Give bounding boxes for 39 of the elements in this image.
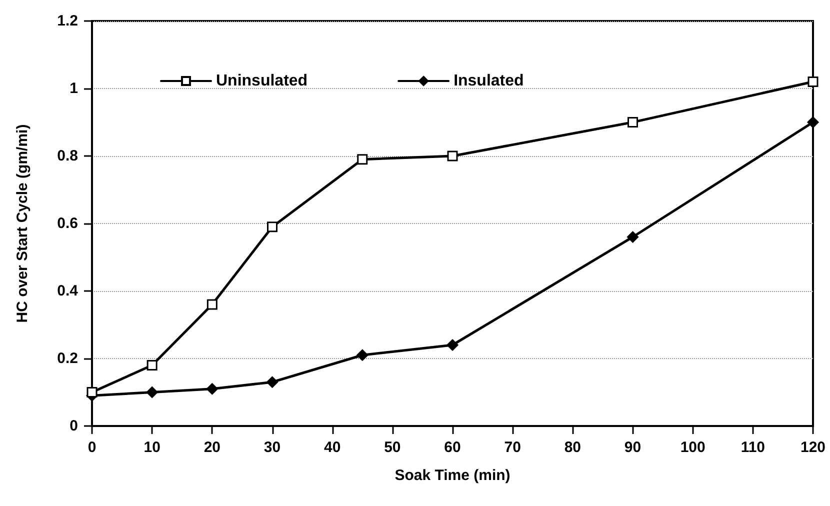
point — [267, 222, 278, 232]
legend-label: Uninsulated — [216, 72, 308, 90]
y-tick-label: 0.8 — [57, 148, 78, 164]
point — [357, 154, 368, 165]
legend-label: Insulated — [454, 72, 524, 90]
x-tick-label: 50 — [384, 439, 401, 456]
x-tick-label: 10 — [144, 439, 160, 456]
x-tick-label: 110 — [740, 439, 766, 456]
x-tick-label: 60 — [444, 439, 461, 456]
point — [808, 76, 818, 87]
x-tick-label: 20 — [204, 439, 221, 456]
point — [146, 386, 158, 398]
x-tick-label: 70 — [504, 439, 521, 456]
point — [627, 231, 638, 243]
y-tick-label: 1.2 — [57, 12, 78, 30]
point — [446, 339, 458, 351]
x-tick-label: 30 — [264, 439, 281, 456]
x-tick-label: 100 — [680, 439, 706, 456]
y-tick-label: 0.6 — [57, 215, 78, 232]
y-tick-label: 1 — [70, 80, 78, 97]
y-tick-label: 0.4 — [57, 282, 79, 300]
x-tick-label: 0 — [88, 439, 96, 456]
point — [356, 349, 368, 361]
point — [807, 116, 819, 128]
y-axis-title: HC over Start Cycle (gm/mi) — [14, 124, 31, 323]
x-tick-label: 40 — [324, 439, 341, 456]
y-tick-label: 0.2 — [57, 350, 78, 367]
point — [266, 376, 278, 388]
x-tick-label: 80 — [564, 439, 582, 456]
point — [628, 117, 638, 128]
y-tick-label: 0 — [70, 418, 78, 434]
x-tick-label: 90 — [624, 439, 642, 456]
point — [447, 150, 458, 162]
point — [146, 360, 158, 370]
point — [206, 299, 218, 310]
x-axis-title: Soak Time (min) — [394, 467, 510, 484]
point — [86, 387, 98, 398]
point — [206, 383, 218, 395]
x-tick-label: 120 — [800, 439, 826, 456]
